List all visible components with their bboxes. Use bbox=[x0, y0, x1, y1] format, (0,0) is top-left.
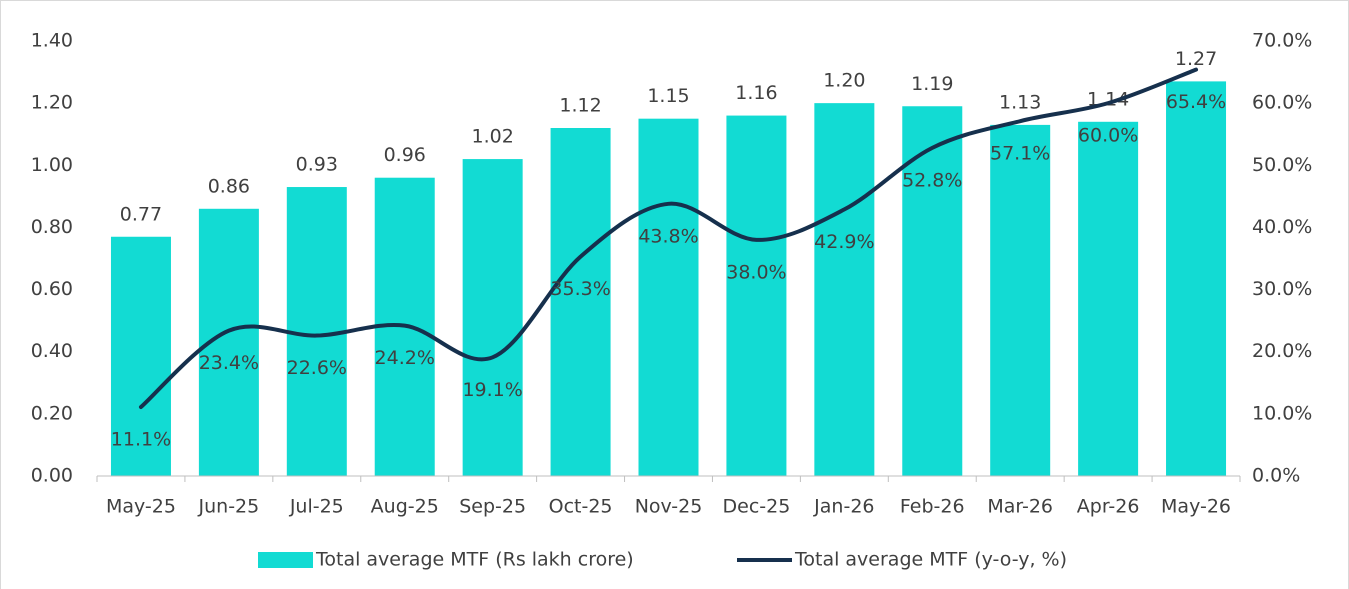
y-tick-label: 1.20 bbox=[31, 92, 73, 114]
bar-value-label: 1.13 bbox=[999, 91, 1041, 113]
line-value-label: 38.0% bbox=[726, 261, 786, 283]
y2-tick-label: 50.0% bbox=[1252, 154, 1312, 176]
bar-value-label: 1.19 bbox=[911, 73, 953, 95]
bar bbox=[110, 236, 171, 476]
x-tick-label: Jan-26 bbox=[813, 496, 874, 518]
line-value-label: 60.0% bbox=[1078, 125, 1138, 147]
bar-value-label: 0.93 bbox=[296, 154, 338, 176]
bar bbox=[902, 106, 963, 476]
bar bbox=[1166, 81, 1227, 477]
line-value-label: 24.2% bbox=[375, 347, 435, 369]
y2-tick-label: 0.0% bbox=[1252, 465, 1300, 487]
legend-swatch bbox=[258, 552, 313, 568]
bar bbox=[814, 103, 875, 477]
y-tick-label: 0.60 bbox=[31, 278, 73, 300]
x-tick-label: Jun-25 bbox=[198, 496, 260, 518]
bar bbox=[1078, 121, 1139, 477]
bar bbox=[462, 159, 523, 477]
x-tick-label: Aug-25 bbox=[371, 496, 439, 518]
line-value-label: 52.8% bbox=[902, 169, 962, 191]
bar-value-label: 1.15 bbox=[647, 85, 689, 107]
x-tick-label: Oct-25 bbox=[549, 496, 613, 518]
bar-value-label: 1.20 bbox=[823, 70, 865, 92]
y2-tick-label: 70.0% bbox=[1252, 30, 1312, 52]
bar-value-label: 1.27 bbox=[1175, 48, 1217, 70]
y2-tick-label: 10.0% bbox=[1252, 402, 1312, 424]
x-tick-label: Apr-26 bbox=[1077, 496, 1140, 518]
bar-value-label: 1.12 bbox=[559, 95, 601, 117]
line-value-label: 43.8% bbox=[638, 225, 698, 247]
line-value-label: 22.6% bbox=[287, 357, 347, 379]
line-value-label: 11.1% bbox=[111, 429, 171, 451]
x-tick-label: Nov-25 bbox=[635, 496, 703, 518]
bar-value-label: 0.96 bbox=[384, 144, 426, 166]
line-value-label: 42.9% bbox=[814, 231, 874, 253]
line-value-label: 23.4% bbox=[199, 352, 259, 374]
y2-tick-label: 40.0% bbox=[1252, 216, 1312, 238]
y-tick-label: 1.00 bbox=[31, 154, 73, 176]
bar bbox=[638, 118, 699, 476]
x-tick-label: Mar-26 bbox=[987, 496, 1053, 518]
line-value-label: 35.3% bbox=[550, 278, 610, 300]
bar bbox=[726, 115, 787, 477]
line-value-label: 65.4% bbox=[1166, 91, 1226, 113]
y-tick-label: 0.20 bbox=[31, 402, 73, 424]
bar-value-label: 0.86 bbox=[208, 175, 250, 197]
x-tick-label: May-25 bbox=[106, 496, 176, 518]
bar bbox=[550, 128, 611, 476]
x-tick-label: Jul-25 bbox=[289, 496, 344, 518]
y-tick-label: 0.80 bbox=[31, 216, 73, 238]
line-value-label: 57.1% bbox=[990, 143, 1050, 165]
y-tick-label: 0.00 bbox=[31, 465, 73, 487]
legend-label: Total average MTF (y-o-y, %) bbox=[794, 549, 1067, 571]
y-tick-label: 1.40 bbox=[31, 30, 73, 52]
bar-value-label: 0.77 bbox=[120, 203, 162, 225]
y-tick-label: 0.40 bbox=[31, 340, 73, 362]
line-value-label: 19.1% bbox=[462, 379, 522, 401]
bar-value-label: 1.16 bbox=[735, 82, 777, 104]
x-tick-label: May-26 bbox=[1161, 496, 1231, 518]
line bbox=[138, 67, 1199, 410]
y2-tick-label: 60.0% bbox=[1252, 92, 1312, 114]
bar bbox=[990, 124, 1051, 477]
x-tick-label: Sep-25 bbox=[459, 496, 526, 518]
y2-tick-label: 20.0% bbox=[1252, 340, 1312, 362]
y2-tick-label: 30.0% bbox=[1252, 278, 1312, 300]
x-tick-label: Feb-26 bbox=[900, 496, 965, 518]
legend-label: Total average MTF (Rs lakh crore) bbox=[315, 549, 634, 571]
x-tick-label: Dec-25 bbox=[723, 496, 791, 518]
bar-value-label: 1.02 bbox=[471, 126, 513, 148]
